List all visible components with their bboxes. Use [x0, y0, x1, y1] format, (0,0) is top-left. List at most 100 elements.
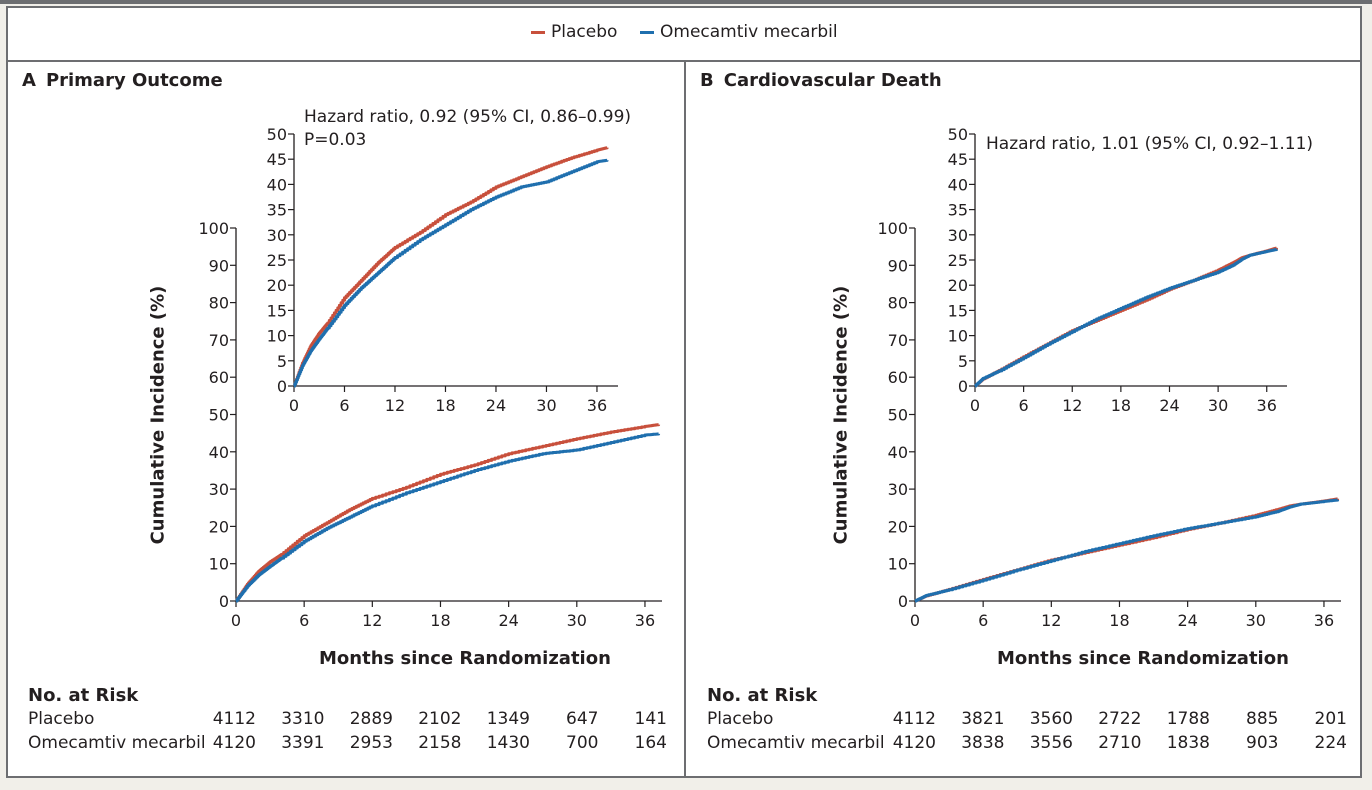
panel-b-xlabel: Months since Randomization: [997, 648, 1289, 669]
panel-b-inset-y-tick-label: 20: [948, 276, 968, 295]
panel-b-main-x-tick-label: 0: [910, 611, 920, 630]
panel-a-main-y-tick-label: 20: [209, 517, 229, 536]
panel-b-inset-y-tick-label: 45: [948, 150, 968, 169]
panel-b-main-x-tick-label: 6: [978, 611, 988, 630]
panel-b-risk-value: 2710: [1098, 733, 1142, 753]
panel-b-main-x-tick-label: 36: [1314, 611, 1334, 630]
panel-a-risk-header: No. at Risk: [28, 685, 139, 706]
panel-divider: [684, 62, 686, 778]
panel-a-inset-y-tick-label: 5: [277, 352, 287, 371]
panel-b-risk-value: 885: [1246, 709, 1279, 729]
panel-b-inset-x-tick-label: 0: [970, 396, 980, 415]
panel-a-inset-x-tick-label: 30: [536, 396, 556, 415]
panel-a-main-x-tick-label: 30: [567, 611, 587, 630]
panel-a-main-y-tick-label: 100: [198, 219, 229, 238]
panel-a-risk-value: 164: [634, 733, 667, 753]
panel-a-risk-value: 3391: [281, 733, 325, 753]
panel-b-main-y-tick-label: 50: [888, 406, 908, 425]
panel-b-risk-value: 3556: [1029, 733, 1073, 753]
panel-b-risk-value: 3838: [961, 733, 1005, 753]
legend-placebo-label: Placebo: [551, 22, 618, 42]
panel-a-main-series-placebo: [235, 423, 661, 603]
panel-a-risk-value: 141: [634, 709, 667, 729]
panel-b-hazard-ratio: Hazard ratio, 1.01 (95% CI, 0.92–1.11): [986, 134, 1314, 154]
panel-a-risk-value: 4112: [212, 709, 256, 729]
panel-a-inset-y-tick-label: 15: [267, 301, 287, 320]
panel-b-inset-y-tick-label: 30: [948, 226, 968, 245]
panel-a-title: A Primary Outcome: [22, 70, 223, 91]
panel-a-main-y-tick-label: 40: [209, 443, 229, 462]
panel-a-risk-value: 2889: [349, 709, 393, 729]
panel-b-letter: B: [700, 70, 714, 91]
panel-b-risk-header: No. at Risk: [707, 685, 818, 706]
panel-b-risk-value: 4112: [892, 709, 936, 729]
panel-a-main-y-tick-label: 60: [209, 368, 229, 387]
panel-b-main-y-tick-label: 70: [888, 331, 908, 350]
panel-a-inset-y-tick-label: 30: [267, 226, 287, 245]
panel-b-main-y-tick-label: 0: [898, 592, 908, 611]
panel-a-risk-value: 1430: [486, 733, 530, 753]
panel-a-inset-series-omecamtiv-mecarbil: [293, 158, 609, 388]
panel-a-main-y-tick-label: 70: [209, 331, 229, 350]
panel-b-inset-x-tick-label: 36: [1257, 396, 1277, 415]
panel-a-main-x-tick-label: 36: [635, 611, 655, 630]
panel-a-inset-y-tick-label: 10: [267, 327, 287, 346]
panel-b-risk-value: 3821: [961, 709, 1005, 729]
panel-a-inset-y-tick-label: 25: [267, 251, 287, 270]
panel-a-inset-x-tick-label: 24: [486, 396, 506, 415]
panel-b-inset-series-omecamtiv-mecarbil: [974, 248, 1278, 388]
panel-b-risk-value: 2722: [1098, 709, 1142, 729]
legend-separator: [6, 60, 1362, 62]
legend-omecamtiv-swatch: [640, 30, 654, 34]
panel-b-main-y-tick-label: 20: [888, 517, 908, 536]
panel-b-inset-x-tick-label: 18: [1111, 396, 1131, 415]
panel-a-main-y-tick-label: 90: [209, 256, 229, 275]
legend-omecamtiv-label: Omecamtiv mecarbil: [660, 22, 838, 42]
panel-a-letter: A: [22, 70, 36, 91]
panel-a-main-x-tick-label: 18: [430, 611, 450, 630]
panel-a-main-y-tick-label: 0: [219, 592, 229, 611]
panel-b-risk-label-omecamtiv: Omecamtiv mecarbil: [707, 733, 885, 753]
panel-b-risk-value: 3560: [1029, 709, 1073, 729]
panel-b-inset-series-placebo: [974, 246, 1278, 388]
panel-b-risk-value: 4120: [892, 733, 936, 753]
panel-b-risk-value: 903: [1246, 733, 1279, 753]
panel-b-inset-x-tick-label: 30: [1208, 396, 1228, 415]
panel-a-risk-value: 647: [566, 709, 599, 729]
panel-b-main-y-tick-label: 90: [888, 256, 908, 275]
panel-b-title-text: Cardiovascular Death: [723, 70, 942, 91]
panel-a-risk-value: 700: [566, 733, 599, 753]
panel-b-main-y-tick-label: 100: [877, 219, 908, 238]
panel-b-main-y-tick-label: 60: [888, 368, 908, 387]
panel-b-inset-y-tick-label: 15: [948, 301, 968, 320]
panel-b-main-series-omecamtiv-mecarbil: [914, 498, 1340, 603]
panel-a-inset-series-placebo: [293, 146, 609, 388]
panel-b-inset-x-tick-label: 24: [1159, 396, 1179, 415]
panel-b-risk-value: 1838: [1166, 733, 1210, 753]
panel-a-risk-value: 4120: [212, 733, 256, 753]
panel-b-risk-value: 1788: [1166, 709, 1210, 729]
panel-a-hazard-ratio: Hazard ratio, 0.92 (95% CI, 0.86–0.99): [304, 107, 632, 127]
panel-b-main-x-tick-label: 12: [1041, 611, 1061, 630]
panel-a-main-x-tick-label: 0: [231, 611, 241, 630]
panel-a-inset-y-tick-label: 0: [277, 377, 287, 396]
panel-b-inset-x-tick-label: 12: [1062, 396, 1082, 415]
panel-b-title: B Cardiovascular Death: [700, 70, 942, 91]
panel-a-risk-value: 1349: [486, 709, 530, 729]
panel-a-main-y-tick-label: 80: [209, 294, 229, 313]
panel-a-risk-label-placebo: Placebo: [28, 709, 95, 729]
panel-a-inset-y-tick-label: 35: [267, 201, 287, 220]
panel-b-inset-y-tick-label: 0: [958, 377, 968, 396]
panel-b-risk-value: 224: [1314, 733, 1347, 753]
panel-a-inset-y-tick-label: 40: [267, 175, 287, 194]
panel-a-risk-value: 2953: [349, 733, 393, 753]
panel-a-main-y-tick-label: 30: [209, 480, 229, 499]
panel-a-inset-y-tick-label: 45: [267, 150, 287, 169]
legend-placebo: Placebo: [531, 22, 617, 42]
panel-a-risk-value: 2158: [418, 733, 462, 753]
panel-a-main-y-tick-label: 10: [209, 555, 229, 574]
panel-a-p-value: P=0.03: [304, 130, 367, 150]
panel-b-main-y-tick-label: 80: [888, 294, 908, 313]
panel-b-main-x-tick-label: 24: [1177, 611, 1197, 630]
